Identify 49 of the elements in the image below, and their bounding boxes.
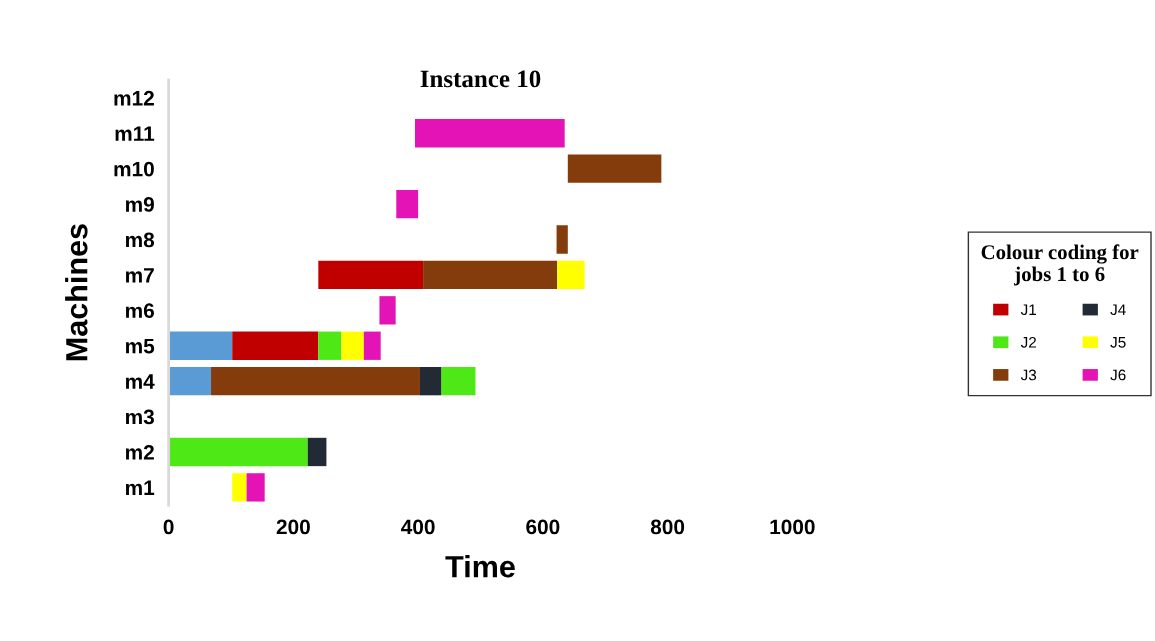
legend-label: J1 [1020,304,1037,316]
bar [379,296,396,325]
legend-label: J3 [1020,369,1037,381]
legend-label: J5 [1110,337,1126,348]
y-tick-label: m4 [126,374,155,389]
y-tick-label: m3 [126,409,154,425]
bar [232,331,319,360]
bar [168,366,212,396]
bar [423,260,558,290]
x-tick-label: 1000 [770,519,815,535]
y-tick-label: m1 [126,480,155,495]
y-axis-title: Machines [65,224,88,361]
bar [246,473,265,502]
bar [556,225,568,254]
bar [363,331,381,360]
bar [211,366,420,396]
bar [318,331,342,360]
legend-label: J4 [1110,304,1126,316]
bar [396,189,419,219]
bar [232,473,247,502]
y-tick-label: m8 [126,232,155,248]
x-tick-label: 400 [401,519,435,535]
bar [441,366,476,396]
bar [341,331,364,360]
legend-title: Colour coding for jobs 1 to 6 [981,244,1139,286]
bar [557,260,585,290]
bar [414,119,565,148]
y-tick-label: m7 [126,268,154,283]
chart-title: Instance 10 [420,70,541,88]
bar [307,437,327,467]
bar [168,437,308,467]
bar [168,331,233,360]
y-tick-label: m10 [114,161,154,177]
bar [419,366,442,396]
y-tick-label: m5 [126,338,155,354]
x-tick-label: 800 [650,519,685,535]
y-tick-label: m11 [115,126,155,141]
y-tick-label: m2 [126,444,154,460]
bar [567,154,662,183]
bar [318,260,424,290]
x-axis-title: Time [445,555,515,578]
legend-label: J6 [1110,369,1126,381]
x-tick-label: 0 [163,519,174,535]
y-tick-label: m12 [114,90,154,106]
y-tick-label: m6 [126,303,154,319]
y-tick-label: m9 [126,197,154,212]
x-tick-label: 600 [526,519,560,535]
x-tick-label: 200 [276,519,310,535]
legend-label: J2 [1020,336,1036,348]
